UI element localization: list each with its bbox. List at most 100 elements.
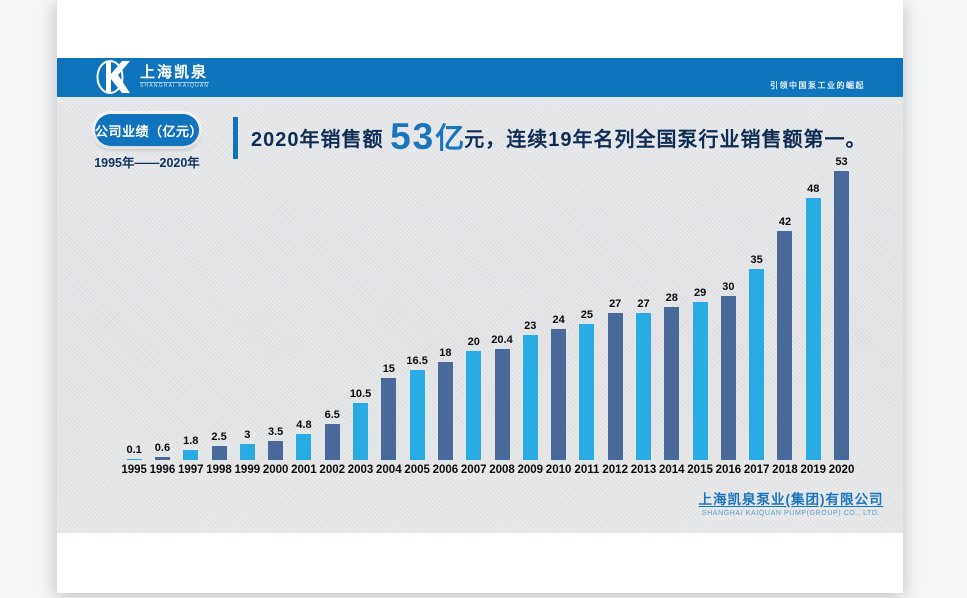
bar-1996 xyxy=(154,456,170,460)
presentation-slide: 上海凯泉 SHANGHAI KAIQUAN 引领中国泵工业的崛起 公司业绩（亿元… xyxy=(57,0,903,593)
headline-mid: 元， xyxy=(464,129,507,151)
bar-value-label: 0.1 xyxy=(126,443,142,456)
year-label: 2007 xyxy=(460,463,487,476)
bar-group-2010: 24 2010 xyxy=(544,314,572,476)
bar-group-2002: 6.5 2002 xyxy=(318,409,346,475)
year-label: 1997 xyxy=(177,463,204,476)
bar-2017 xyxy=(749,269,765,460)
bar-2018 xyxy=(777,230,793,460)
bar-group-2016: 30 2016 xyxy=(714,281,742,476)
bar-value-label: 30 xyxy=(722,281,735,294)
bar-2013 xyxy=(635,312,651,460)
bar-2007 xyxy=(466,350,482,460)
bar-1998 xyxy=(211,446,227,460)
bar-value-label: 24 xyxy=(552,314,565,327)
bar-value-label: 48 xyxy=(807,183,820,196)
bar-1999 xyxy=(239,443,255,460)
year-label: 2004 xyxy=(376,463,402,476)
bar-2000 xyxy=(268,440,284,460)
year-label: 1999 xyxy=(234,463,261,476)
bar-group-2017: 35 2017 xyxy=(743,254,771,476)
bar-value-label: 2.5 xyxy=(211,431,227,444)
year-label: 2009 xyxy=(517,463,544,476)
bar-2003 xyxy=(353,402,369,460)
bar-2016 xyxy=(720,296,736,460)
bar-value-label: 42 xyxy=(778,215,792,228)
kaiquan-logo-icon xyxy=(96,60,130,94)
bar-value-label: 10.5 xyxy=(349,387,372,400)
footer-company-en: SHANGHAI KAIQUAN PUMP(GROUP) CO., LTD. xyxy=(701,510,881,517)
bar-group-2005: 16.5 2005 xyxy=(403,355,431,476)
bar-group-2011: 25 2011 xyxy=(573,309,601,476)
bar-value-label: 0.6 xyxy=(154,441,171,454)
bar-value-label: 53 xyxy=(835,156,848,168)
bar-value-label: 3 xyxy=(244,428,251,441)
bar-group-2014: 28 2014 xyxy=(658,292,686,476)
year-label: 2000 xyxy=(262,463,289,476)
year-range-label: 1995年——2020年 xyxy=(94,156,200,170)
year-label: 2018 xyxy=(772,463,798,476)
bar-value-label: 18 xyxy=(439,346,452,359)
year-label: 2016 xyxy=(715,463,742,476)
bar-group-2018: 42 2018 xyxy=(771,216,799,476)
bar-2004 xyxy=(381,378,397,460)
year-label: 1998 xyxy=(206,463,232,476)
bar-group-2012: 27 2012 xyxy=(601,298,629,476)
title-badge: 公司业绩（亿元） xyxy=(95,114,203,146)
bar-2008 xyxy=(494,348,510,460)
header-slogan: 引领中国泵工业的崛起 xyxy=(770,81,865,90)
bar-group-2013: 27 2013 xyxy=(629,298,657,476)
brand-text: 上海凯泉 SHANGHAI KAIQUAN xyxy=(140,65,210,90)
bar-2015 xyxy=(692,301,708,460)
bar-value-label: 20 xyxy=(467,335,480,348)
year-label: 2001 xyxy=(291,463,317,476)
bar-value-label: 28 xyxy=(665,292,678,305)
header-band: 上海凯泉 SHANGHAI KAIQUAN 引领中国泵工业的崛起 xyxy=(57,58,903,97)
bar-2019 xyxy=(805,198,821,460)
year-label: 1996 xyxy=(149,463,176,476)
bar-1997 xyxy=(183,450,199,460)
headline-big-number: 53 xyxy=(390,116,436,157)
bar-2010 xyxy=(551,329,567,460)
bar-value-label: 3.5 xyxy=(267,425,284,438)
year-label: 2002 xyxy=(319,463,346,476)
sales-bar-chart: 0.1 1995 0.6 1996 1.8 1997 2.5 1998 3 1999 3.5 2000… xyxy=(120,156,856,476)
bar-group-2001: 4.8 2001 xyxy=(290,419,318,476)
year-label: 2006 xyxy=(432,463,459,476)
bar-value-label: 20.4 xyxy=(491,333,513,346)
bar-value-label: 27 xyxy=(609,297,622,310)
bar-group-1996: 0.6 1996 xyxy=(148,442,176,476)
slide-content: 公司业绩（亿元） 1995年——2020年 2020年销售额 53亿元，连续19… xyxy=(57,97,903,533)
bar-group-1999: 3 1999 xyxy=(233,429,261,476)
bar-group-1998: 2.5 1998 xyxy=(205,431,233,476)
footer-company-cn: 上海凯泉泵业(集团)有限公司 xyxy=(698,492,884,507)
year-label: 2005 xyxy=(404,463,430,476)
bar-value-label: 15 xyxy=(382,363,395,376)
bar-group-2020: 53 2020 xyxy=(827,156,855,476)
bar-value-label: 6.5 xyxy=(324,409,340,422)
year-label: 2015 xyxy=(687,463,713,476)
headline-suffix: 连续19年名列全国泵行业销售额第一。 xyxy=(506,129,867,151)
bar-group-2000: 3.5 2000 xyxy=(261,426,289,476)
bar-value-label: 4.8 xyxy=(296,418,312,431)
year-label: 2008 xyxy=(489,463,515,476)
brand-name-en: SHANGHAI KAIQUAN xyxy=(140,81,210,89)
year-label: 2020 xyxy=(828,463,855,476)
year-label: 2017 xyxy=(743,463,770,476)
bar-group-2006: 18 2006 xyxy=(431,347,459,476)
year-label: 2011 xyxy=(574,463,600,476)
bar-value-label: 23 xyxy=(524,319,537,332)
bar-value-label: 35 xyxy=(750,254,763,267)
bar-2009 xyxy=(522,334,538,460)
bar-2005 xyxy=(409,369,425,460)
bar-value-label: 29 xyxy=(693,286,707,299)
bar-group-2008: 20.4 2008 xyxy=(488,334,516,476)
year-label: 2003 xyxy=(347,463,374,476)
footer-company: 上海凯泉泵业(集团)有限公司 SHANGHAI KAIQUAN PUMP(GRO… xyxy=(650,488,932,517)
bar-group-2004: 15 2004 xyxy=(375,363,403,476)
year-label: 2012 xyxy=(602,463,628,476)
bar-2002 xyxy=(324,424,340,460)
bar-value-label: 16.5 xyxy=(406,354,428,367)
bar-group-2007: 20 2007 xyxy=(460,336,488,476)
